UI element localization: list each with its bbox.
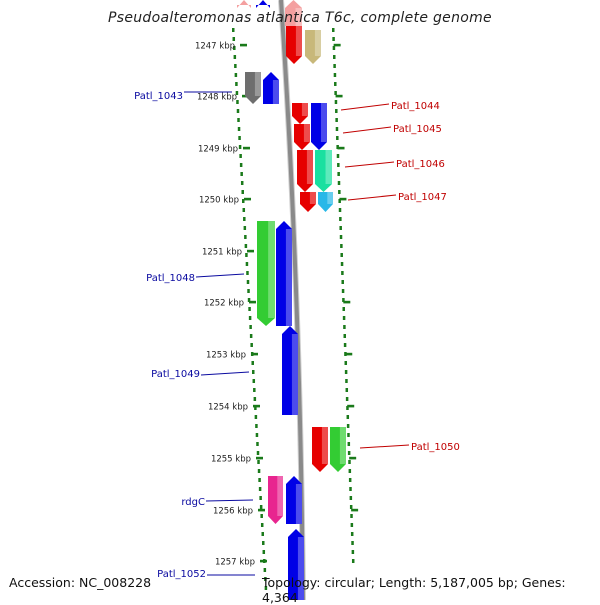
- right-tick-mark: [337, 146, 345, 150]
- gene-label-text: Patl_1050: [411, 442, 460, 453]
- scale-tick-label: 1255 kbp: [211, 455, 251, 465]
- scale-tick-label: 1248 kbp: [197, 93, 237, 103]
- gene-label-text: Patl_1044: [391, 101, 440, 112]
- gene-top-clipped-b[interactable]: [256, 0, 270, 8]
- gene-rdgc[interactable]: [268, 476, 283, 524]
- gene-label-text: Patl_1052: [157, 569, 206, 580]
- gene-label-patl-1046[interactable]: Patl_1046: [344, 159, 445, 170]
- scale-tick-mark: [244, 197, 251, 201]
- scale-tick-mark: [247, 249, 254, 253]
- gene-labels: Patl_1043 Patl_1044 Patl_1045 Patl_1046 Patl…: [134, 91, 460, 580]
- leader-line: [205, 499, 254, 502]
- scale-tick-label: 1250 kbp: [199, 196, 239, 206]
- scale-tick-label: 1254 kbp: [208, 403, 248, 413]
- gene-patl-1049[interactable]: [282, 326, 298, 415]
- right-tick-mark: [349, 456, 357, 460]
- gene-patl-1043-grey[interactable]: [245, 72, 261, 104]
- accession-text: Accession: NC_008228: [9, 575, 152, 590]
- scale-tick-mark: [243, 146, 250, 150]
- gene-label-patl-1050[interactable]: Patl_1050: [359, 442, 460, 453]
- leader-line: [342, 126, 392, 134]
- gene-patl-1046[interactable]: [297, 150, 313, 192]
- scale-tick-label: 1253 kbp: [206, 351, 246, 361]
- gene-patl-1044[interactable]: [292, 103, 308, 124]
- gene-label-patl-1045[interactable]: Patl_1045: [342, 124, 442, 135]
- gene-label-patl-1049[interactable]: Patl_1049: [151, 369, 250, 380]
- gene-patl-1047[interactable]: [300, 192, 316, 212]
- left-dotted-guide: [232, 28, 268, 590]
- gene-label-patl-1044[interactable]: Patl_1044: [340, 101, 440, 112]
- scale-tick-mark: [249, 300, 256, 304]
- right-tick-mark: [333, 43, 341, 47]
- gene-label-rdgc[interactable]: rdgC: [181, 497, 254, 508]
- right-tick-mark: [343, 300, 351, 304]
- gene-patl-1045[interactable]: [294, 124, 310, 150]
- right-tick-mark: [345, 352, 353, 356]
- gene-label-text: Patl_1045: [393, 124, 442, 135]
- gene-label-text: Patl_1048: [146, 273, 195, 284]
- gene-patl-1046-teal[interactable]: [315, 150, 332, 192]
- scale-tick-mark: [253, 404, 260, 408]
- scale-tick-label: 1251 kbp: [202, 248, 242, 258]
- gene-patl-1044-blue[interactable]: [311, 103, 327, 150]
- gene-rdgc-blue[interactable]: [286, 476, 302, 524]
- gene-patl-1047-cyan[interactable]: [318, 192, 333, 212]
- gene-features: [237, 0, 346, 600]
- genome-title: Pseudoalteromonas atlantica T6c, complet…: [108, 10, 492, 26]
- scale-tick-mark: [256, 456, 263, 460]
- right-dotted-guide: [332, 28, 355, 563]
- gene-top-clipped-a[interactable]: [237, 0, 251, 8]
- scale-tick-mark: [240, 43, 247, 47]
- scale-ticks: 1247 kbp 1248 kbp 1249 kbp 1250 kbp 1251 kbp…: [195, 42, 359, 568]
- scale-tick-label: 1252 kbp: [204, 299, 244, 309]
- right-tick-mark: [351, 508, 359, 512]
- gene-label-text: Patl_1047: [398, 192, 447, 203]
- scale-tick-mark: [260, 559, 267, 563]
- gene-label-patl-1052[interactable]: Patl_1052: [157, 569, 255, 580]
- gene-patl-1043-blue[interactable]: [263, 72, 279, 104]
- scale-tick-mark: [251, 352, 258, 356]
- gene-patl-1048-blue[interactable]: [276, 221, 292, 326]
- gene-gene-khaki-1247[interactable]: [305, 30, 321, 64]
- right-tick-mark: [347, 404, 355, 408]
- scale-tick-label: 1249 kbp: [198, 145, 238, 155]
- gene-patl-1050[interactable]: [312, 427, 328, 472]
- gene-patl-1052[interactable]: [288, 529, 304, 600]
- gene-label-patl-1043[interactable]: Patl_1043: [134, 91, 232, 102]
- leader-line: [340, 103, 390, 111]
- gene-label-text: Patl_1046: [396, 159, 445, 170]
- gene-gene-pink-1247[interactable]: [285, 0, 302, 26]
- leader-line: [200, 371, 250, 376]
- gene-label-text: Patl_1043: [134, 91, 183, 102]
- leader-line: [344, 161, 395, 168]
- gene-label-patl-1047[interactable]: Patl_1047: [347, 192, 447, 203]
- genome-summary-text: Topology: circular; Length: 5,187,005 bp…: [262, 575, 566, 605]
- gene-patl-1048[interactable]: [257, 221, 275, 326]
- leader-line: [359, 444, 410, 449]
- gene-patl-1050-green[interactable]: [330, 427, 346, 472]
- gene-label-patl-1048[interactable]: Patl_1048: [146, 273, 245, 284]
- right-tick-mark: [339, 197, 347, 201]
- leader-line: [195, 273, 245, 278]
- leader-line: [347, 194, 397, 201]
- scale-tick-label: 1247 kbp: [195, 42, 235, 52]
- gene-label-text: Patl_1049: [151, 369, 200, 380]
- feature-guides: [232, 28, 355, 590]
- right-tick-mark: [335, 94, 343, 98]
- scale-tick-mark: [258, 508, 265, 512]
- scale-tick-label: 1256 kbp: [213, 507, 253, 517]
- scale-tick-label: 1257 kbp: [215, 558, 255, 568]
- gene-label-text: rdgC: [181, 497, 205, 508]
- gene-gene-red-1247[interactable]: [286, 26, 302, 64]
